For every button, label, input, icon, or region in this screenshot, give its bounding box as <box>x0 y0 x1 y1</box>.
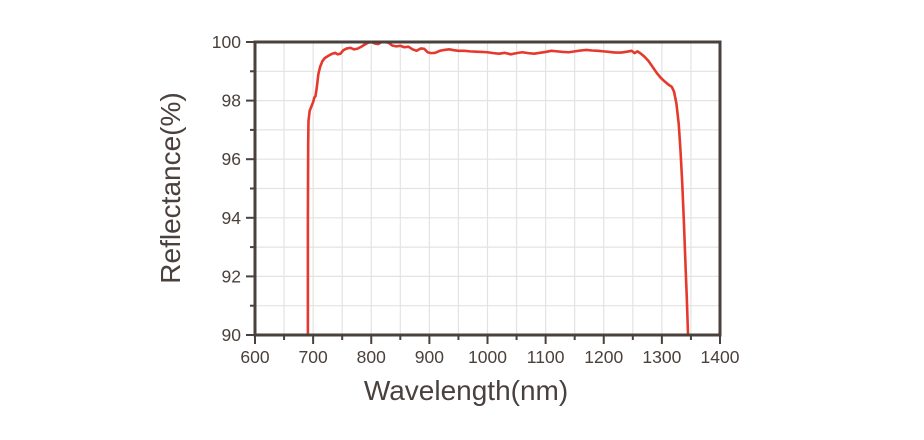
x-tick-label: 1300 <box>642 347 681 367</box>
y-tick-label: 94 <box>222 208 242 228</box>
x-tick-label: 700 <box>299 347 328 367</box>
x-tick-label: 900 <box>415 347 444 367</box>
plot-border <box>253 40 722 337</box>
x-tick-label: 1400 <box>701 347 740 367</box>
y-tick-label: 92 <box>222 266 241 286</box>
y-axis-title: Reflectance(%) <box>155 92 186 283</box>
y-tick-label: 100 <box>212 32 241 52</box>
x-tick-label: 800 <box>357 347 386 367</box>
x-axis-title: Wavelength(nm) <box>364 375 568 406</box>
axis-tick-labels: 600 700 800 900 1000 1100 1200 1300 1400 90 92 94 96… <box>212 32 740 367</box>
y-tick-label: 98 <box>222 91 241 111</box>
grid-lines <box>255 42 720 335</box>
x-tick-label: 600 <box>240 347 269 367</box>
data-series <box>306 40 690 337</box>
x-tick-label: 1200 <box>584 347 623 367</box>
y-tick-label: 96 <box>222 149 241 169</box>
x-tick-label: 1000 <box>468 347 507 367</box>
y-tick-label: 90 <box>222 325 242 345</box>
reflectance-curve <box>306 40 690 337</box>
x-tick-label: 1100 <box>527 347 565 367</box>
